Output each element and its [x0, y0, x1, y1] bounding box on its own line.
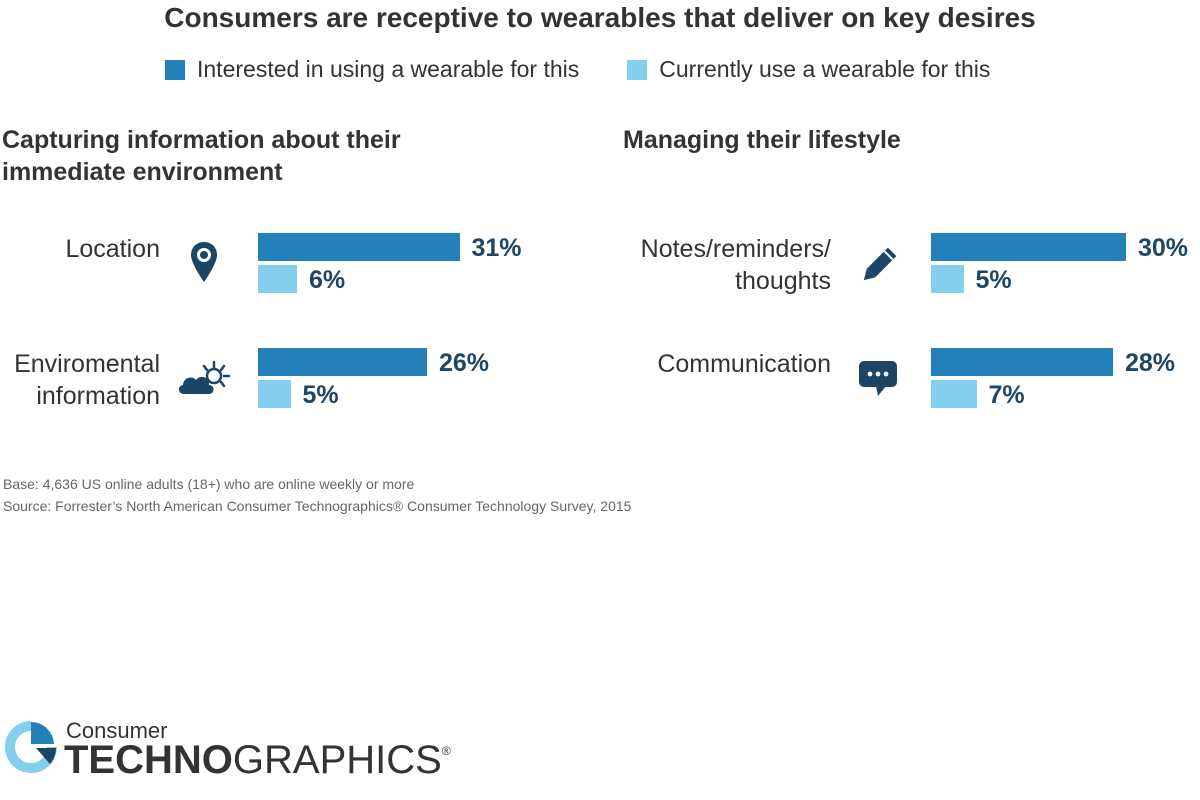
bar-communication-interested — [931, 348, 1113, 376]
technographics-logo-icon — [5, 721, 57, 773]
brand-registered-mark: ® — [441, 744, 451, 758]
panel-title-line: Managing their lifestyle — [623, 126, 901, 154]
value-label-communication-interested: 28% — [1125, 349, 1176, 377]
value-label-environmental-interested: 26% — [439, 349, 490, 377]
bar-environmental-interested — [258, 348, 427, 376]
chart-title: Consumers are receptive to wearables tha… — [164, 2, 1036, 33]
bar-communication-current — [931, 380, 977, 408]
weather-cloud-sun-icon — [178, 360, 231, 394]
bar-notes-current — [931, 265, 964, 293]
legend-swatch-interested — [165, 59, 185, 80]
bar-location-current — [258, 265, 297, 293]
panel-title-lifestyle: Managing their lifestyle — [623, 124, 901, 156]
value-label-communication-current: 7% — [988, 381, 1025, 409]
panel-title-line: immediate environment — [2, 158, 283, 186]
value-label-notes-current: 5% — [975, 266, 1012, 294]
footnote-source: Source: Forrester’s North American Consu… — [3, 498, 632, 514]
row-label-line: Notes/reminders/ — [640, 235, 831, 263]
legend-label-current: Currently use a wearable for this — [659, 56, 991, 82]
legend-item-interested: Interested in using a wearable for this — [165, 56, 579, 83]
brand-consumer: Consumer — [66, 718, 168, 743]
row-label-communication: Communication — [657, 348, 831, 380]
row-label-line: Location — [65, 235, 160, 263]
row-label-line: Communication — [657, 350, 831, 378]
brand-technographics: TECHNOGRAPHICS® — [64, 738, 451, 783]
brand-regular-part: GRAPHICS — [232, 738, 442, 782]
row-label-location: Location — [65, 233, 160, 265]
bar-notes-interested — [931, 233, 1126, 261]
value-label-notes-interested: 30% — [1138, 234, 1189, 262]
brand-bold-part: TECHNO — [64, 738, 233, 782]
row-label-line: thoughts — [735, 267, 831, 295]
row-label-environmental: Enviromental information — [14, 348, 160, 412]
legend-label-interested: Interested in using a wearable for this — [197, 56, 580, 82]
value-label-location-interested: 31% — [471, 234, 522, 262]
legend-item-current: Currently use a wearable for this — [627, 56, 990, 83]
legend: Interested in using a wearable for this … — [165, 56, 1038, 83]
row-label-notes: Notes/reminders/ thoughts — [641, 233, 831, 297]
footnote-base: Base: 4,636 US online adults (18+) who a… — [3, 476, 415, 492]
value-label-location-current: 6% — [309, 266, 346, 294]
row-label-line: Enviromental — [14, 350, 160, 378]
panel-title-line: Capturing information about their — [2, 126, 401, 154]
pencil-icon — [863, 247, 897, 281]
value-label-environmental-current: 5% — [302, 381, 339, 409]
chat-bubble-icon — [859, 361, 897, 396]
row-label-line: information — [36, 382, 160, 410]
legend-swatch-current — [627, 59, 648, 80]
bar-environmental-current — [258, 380, 291, 408]
bar-location-interested — [258, 233, 460, 261]
location-pin-icon — [191, 242, 217, 282]
panel-title-environment: Capturing information about their immedi… — [2, 124, 401, 188]
